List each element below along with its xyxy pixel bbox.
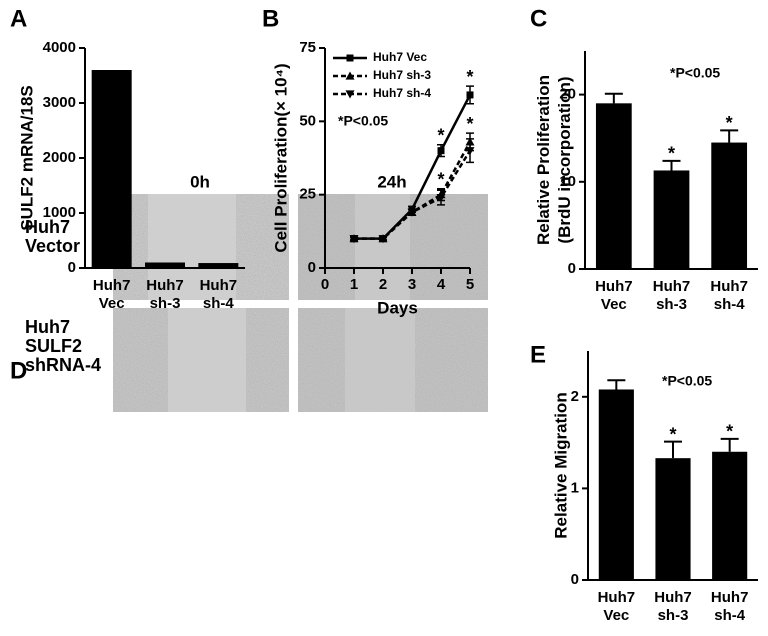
marker bbox=[466, 91, 474, 99]
x-tick-label: Huh7 sh-4 bbox=[711, 589, 749, 624]
micrograph-grid bbox=[113, 194, 488, 412]
y-tick-label: 3000 bbox=[43, 94, 76, 111]
panel-letter: A bbox=[10, 5, 27, 32]
marker bbox=[436, 194, 446, 203]
y-axis-label: Relative Proliferation (BrdU incorporatio… bbox=[534, 75, 574, 245]
significance: * bbox=[466, 114, 473, 134]
bar bbox=[595, 103, 632, 269]
bar bbox=[598, 389, 634, 580]
error-bar bbox=[604, 92, 623, 104]
significance: * bbox=[437, 126, 444, 146]
wound-gap bbox=[345, 308, 415, 412]
error-bar bbox=[720, 129, 739, 143]
x-tick-label: Huh7 Vec bbox=[93, 277, 131, 312]
note: *P<0.05 bbox=[338, 113, 388, 129]
marker bbox=[345, 90, 355, 99]
y-tick-label: 10 bbox=[559, 173, 576, 190]
wound-gap bbox=[168, 308, 246, 412]
y-tick-label: 0 bbox=[308, 259, 316, 276]
y-tick-label: 75 bbox=[299, 39, 316, 56]
bar bbox=[655, 458, 691, 580]
x-tick-label: 1 bbox=[350, 276, 358, 293]
x-axis-label: Days bbox=[377, 298, 418, 317]
column-label: 0h bbox=[190, 172, 210, 191]
marker bbox=[346, 54, 354, 62]
y-tick-label: 1 bbox=[571, 479, 579, 496]
marker bbox=[437, 147, 445, 155]
y-tick-label: 25 bbox=[299, 186, 316, 203]
error-bar bbox=[607, 379, 626, 390]
panel-letter: B bbox=[262, 5, 279, 32]
x-tick-label: Huh7 sh-4 bbox=[200, 277, 238, 312]
row-label: Huh7 Vector bbox=[25, 217, 80, 256]
legend-label: Huh7 sh-3 bbox=[373, 68, 431, 82]
y-axis-label: Relative Migration bbox=[551, 392, 570, 538]
note: *P<0.05 bbox=[662, 373, 712, 389]
y-tick-label: 0 bbox=[568, 260, 576, 277]
y-tick-label: 20 bbox=[559, 86, 576, 103]
wound-gap bbox=[355, 194, 410, 300]
y-axis-label: SULF2 mRNA/18S bbox=[17, 85, 36, 230]
x-tick-label: Huh7 sh-4 bbox=[710, 278, 748, 313]
x-tick-label: Huh7 sh-3 bbox=[653, 278, 691, 313]
bar bbox=[712, 451, 748, 580]
y-tick-label: 0 bbox=[571, 571, 579, 588]
significance: * bbox=[668, 144, 675, 164]
note: *P<0.05 bbox=[670, 65, 720, 81]
marker bbox=[465, 147, 475, 156]
panel-letter: D bbox=[10, 357, 27, 384]
marker bbox=[378, 235, 388, 244]
marker bbox=[349, 235, 359, 244]
significance: * bbox=[726, 113, 733, 133]
y-axis-label: Cell Proliferation(× 10⁴) bbox=[271, 63, 290, 252]
legend-label: Huh7 Vec bbox=[373, 50, 427, 64]
y-tick-label: 2 bbox=[571, 388, 579, 405]
panel-letter: C bbox=[530, 5, 547, 32]
x-tick-label: 4 bbox=[437, 276, 446, 293]
row-label: Huh7 SULF2 shRNA-4 bbox=[25, 317, 101, 375]
y-tick-label: 50 bbox=[299, 112, 316, 129]
y-tick-label: 0 bbox=[68, 259, 76, 276]
error-bar bbox=[662, 159, 681, 171]
bar bbox=[91, 70, 132, 268]
bar bbox=[145, 262, 185, 268]
column-label: 24h bbox=[377, 172, 406, 191]
significance: * bbox=[466, 67, 473, 87]
y-tick-label: 2000 bbox=[43, 149, 76, 166]
error-bar bbox=[720, 437, 739, 452]
y-tick-label: 4000 bbox=[43, 39, 76, 56]
bar bbox=[653, 170, 690, 269]
x-tick-label: Huh7 Vec bbox=[595, 278, 633, 313]
x-tick-label: Huh7 sh-3 bbox=[146, 277, 184, 312]
x-tick-label: Huh7 sh-3 bbox=[654, 589, 692, 624]
bar bbox=[711, 142, 748, 269]
marker bbox=[345, 71, 355, 80]
panel-letter: E bbox=[530, 341, 546, 368]
y-tick-label: 1000 bbox=[43, 204, 76, 221]
x-tick-label: Huh7 Vec bbox=[598, 589, 636, 624]
significance: * bbox=[726, 422, 733, 442]
error-bar bbox=[664, 440, 682, 459]
x-tick-label: 0 bbox=[321, 276, 329, 293]
x-tick-label: 5 bbox=[466, 276, 474, 293]
significance: * bbox=[437, 170, 444, 190]
x-tick-label: 3 bbox=[408, 276, 416, 293]
x-tick-label: 2 bbox=[379, 276, 387, 293]
legend-label: Huh7 sh-4 bbox=[373, 86, 431, 100]
bar bbox=[198, 263, 239, 268]
significance: * bbox=[669, 424, 676, 444]
marker bbox=[407, 208, 417, 217]
wound-gap bbox=[148, 194, 236, 300]
